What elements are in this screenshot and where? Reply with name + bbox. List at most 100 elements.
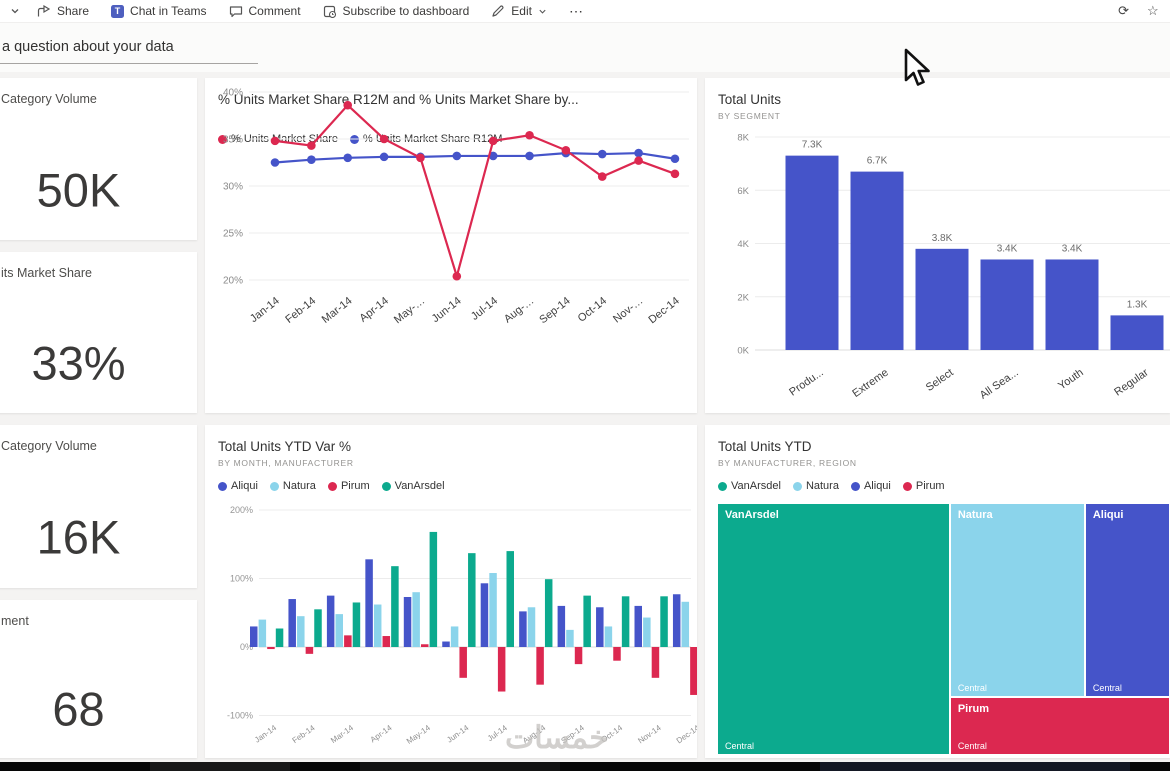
- tile-ytd-var-chart[interactable]: Total Units YTD Var % BY MONTH, MANUFACT…: [205, 425, 697, 758]
- svg-text:Mar-14: Mar-14: [329, 723, 355, 745]
- var-chart-legend: Aliqui Natura Pirum VanArsdel: [218, 480, 445, 492]
- legend-dot-icon: [902, 481, 912, 491]
- treemap-block-vanarsdel[interactable]: VanArsdel Central: [717, 503, 950, 755]
- share-button[interactable]: Share: [26, 0, 100, 22]
- treemap-region-label: Central: [957, 740, 987, 751]
- bottom-video-strip: [0, 762, 1170, 771]
- market-share-line-chart: 40%35%30%25%20%Jan-14 Feb-14 Mar-14 Apr-14 M…: [223, 88, 689, 326]
- treemap-region-label: Central: [957, 683, 987, 694]
- teams-icon: T: [111, 4, 125, 18]
- svg-text:Mar-14: Mar-14: [320, 295, 355, 326]
- svg-text:3.4K: 3.4K: [997, 243, 1018, 254]
- card-title: Category Volume: [1, 92, 97, 106]
- svg-text:Jan-14: Jan-14: [253, 723, 279, 745]
- svg-text:Nov-…: Nov-…: [611, 295, 645, 326]
- qa-question-input[interactable]: a question about your data: [0, 33, 258, 64]
- edit-chevron-icon: [538, 7, 547, 16]
- legend-dot-icon: [349, 134, 359, 144]
- mouse-cursor: [904, 48, 930, 86]
- svg-text:8K: 8K: [737, 133, 749, 144]
- tile-card-category-volume-2[interactable]: Category Volume 16K: [0, 425, 197, 588]
- svg-text:Apr-14: Apr-14: [358, 295, 391, 325]
- svg-text:May-14: May-14: [405, 723, 432, 746]
- comment-label: Comment: [248, 4, 301, 18]
- tile-card-units-market-share[interactable]: its Market Share 33%: [0, 252, 197, 413]
- chart-title: Total Units: [718, 92, 782, 107]
- strip-segment: [150, 762, 290, 771]
- svg-text:-100%: -100%: [227, 711, 253, 721]
- treemap-region-label: Central: [1092, 683, 1122, 694]
- tile-ytd-treemap[interactable]: Total Units YTD BY MANUFACTURER, REGION …: [705, 425, 1170, 758]
- treemap-block-label: Pirum: [957, 703, 990, 716]
- legend-item: Pirum: [902, 480, 945, 492]
- strip-segment: [360, 762, 560, 771]
- legend-item: Pirum: [327, 480, 370, 492]
- card-title: ment: [1, 614, 29, 628]
- treemap-legend: VanArsdel Natura Aliqui Pirum: [718, 480, 945, 492]
- svg-text:May-…: May-…: [392, 295, 427, 326]
- tile-card-category-volume-1[interactable]: Category Volume 50K: [0, 78, 197, 240]
- svg-text:Feb-14: Feb-14: [283, 295, 318, 326]
- tile-market-share-line-chart[interactable]: % Units Market Share R12M and % Units Ma…: [205, 78, 697, 413]
- treemap-block-pirum[interactable]: Pirum Central: [949, 697, 1170, 755]
- card-value: 50K: [36, 163, 121, 217]
- svg-text:Jun-14: Jun-14: [430, 295, 464, 325]
- chat-in-teams-label: Chat in Teams: [130, 4, 207, 18]
- svg-text:Dec-14: Dec-14: [675, 723, 697, 745]
- treemap-block-label: Aliqui: [1092, 509, 1124, 521]
- svg-text:1.3K: 1.3K: [1127, 299, 1148, 310]
- svg-text:Oct-14: Oct-14: [576, 295, 609, 325]
- video-watermark: خمسات: [505, 720, 609, 755]
- svg-text:Nov-14: Nov-14: [636, 723, 663, 745]
- chart-subtitle: BY SEGMENT: [718, 111, 781, 121]
- treemap-block-aliqui[interactable]: Aliqui Central: [1084, 503, 1170, 698]
- legend-dot-icon: [327, 481, 337, 491]
- collapse-chevron-icon[interactable]: [4, 0, 26, 22]
- more-options-button[interactable]: ⋯: [558, 0, 595, 22]
- subscribe-button[interactable]: Subscribe to dashboard: [312, 0, 481, 22]
- edit-label: Edit: [511, 4, 532, 18]
- share-icon: [37, 4, 51, 18]
- chart-title: Total Units YTD: [718, 439, 812, 454]
- legend-dot-icon: [218, 134, 227, 144]
- edit-button[interactable]: Edit: [480, 0, 558, 22]
- dashboard-canvas: Category Volume 50K its Market Share 33%…: [0, 72, 1170, 771]
- svg-text:Apr-14: Apr-14: [369, 723, 394, 744]
- svg-text:3.8K: 3.8K: [932, 233, 953, 244]
- legend-dot-icon: [381, 481, 391, 491]
- svg-text:Sep-14: Sep-14: [537, 295, 572, 326]
- legend-item: % Units Market Share: [218, 133, 338, 145]
- svg-text:6.7K: 6.7K: [867, 156, 888, 167]
- chart-subtitle: BY MANUFACTURER, REGION: [718, 458, 857, 468]
- svg-text:20%: 20%: [223, 276, 243, 287]
- treemap-block-label: Natura: [957, 509, 993, 521]
- svg-text:3.4K: 3.4K: [1062, 243, 1083, 254]
- favorite-star-icon[interactable]: ☆: [1147, 3, 1159, 18]
- legend-dot-icon: [218, 481, 227, 491]
- legend-item: VanArsdel: [718, 480, 781, 492]
- card-value: 33%: [31, 336, 126, 390]
- chart-title: % Units Market Share R12M and % Units Ma…: [218, 92, 579, 107]
- svg-text:7.3K: 7.3K: [802, 140, 823, 151]
- refresh-icon[interactable]: ⟳: [1118, 3, 1129, 18]
- legend-dot-icon: [269, 481, 279, 491]
- strip-segment: [820, 762, 1130, 771]
- treemap-block-label: VanArsdel: [725, 509, 779, 521]
- comment-button[interactable]: Comment: [218, 0, 312, 22]
- legend-dot-icon: [718, 481, 727, 491]
- svg-text:Youth: Youth: [1056, 367, 1086, 393]
- tile-total-units-bar-chart[interactable]: Total Units BY SEGMENT 8K 6K 4K 2K 0K 7.3K Pro…: [705, 78, 1170, 413]
- comment-icon: [229, 5, 243, 18]
- legend-dot-icon: [850, 481, 860, 491]
- qa-band: a question about your data: [0, 23, 1170, 72]
- tile-card-segment[interactable]: ment 68: [0, 600, 197, 758]
- chart-subtitle: BY MONTH, MANUFACTURER: [218, 458, 354, 468]
- svg-text:Produ...: Produ...: [787, 367, 825, 399]
- treemap-block-natura[interactable]: Natura Central: [949, 503, 1085, 698]
- svg-text:100%: 100%: [230, 574, 253, 584]
- legend-item: Natura: [269, 480, 316, 492]
- chat-in-teams-button[interactable]: T Chat in Teams: [100, 0, 217, 22]
- svg-text:0%: 0%: [240, 642, 253, 652]
- legend-dot-icon: [792, 481, 802, 491]
- legend-item: VanArsdel: [381, 480, 445, 492]
